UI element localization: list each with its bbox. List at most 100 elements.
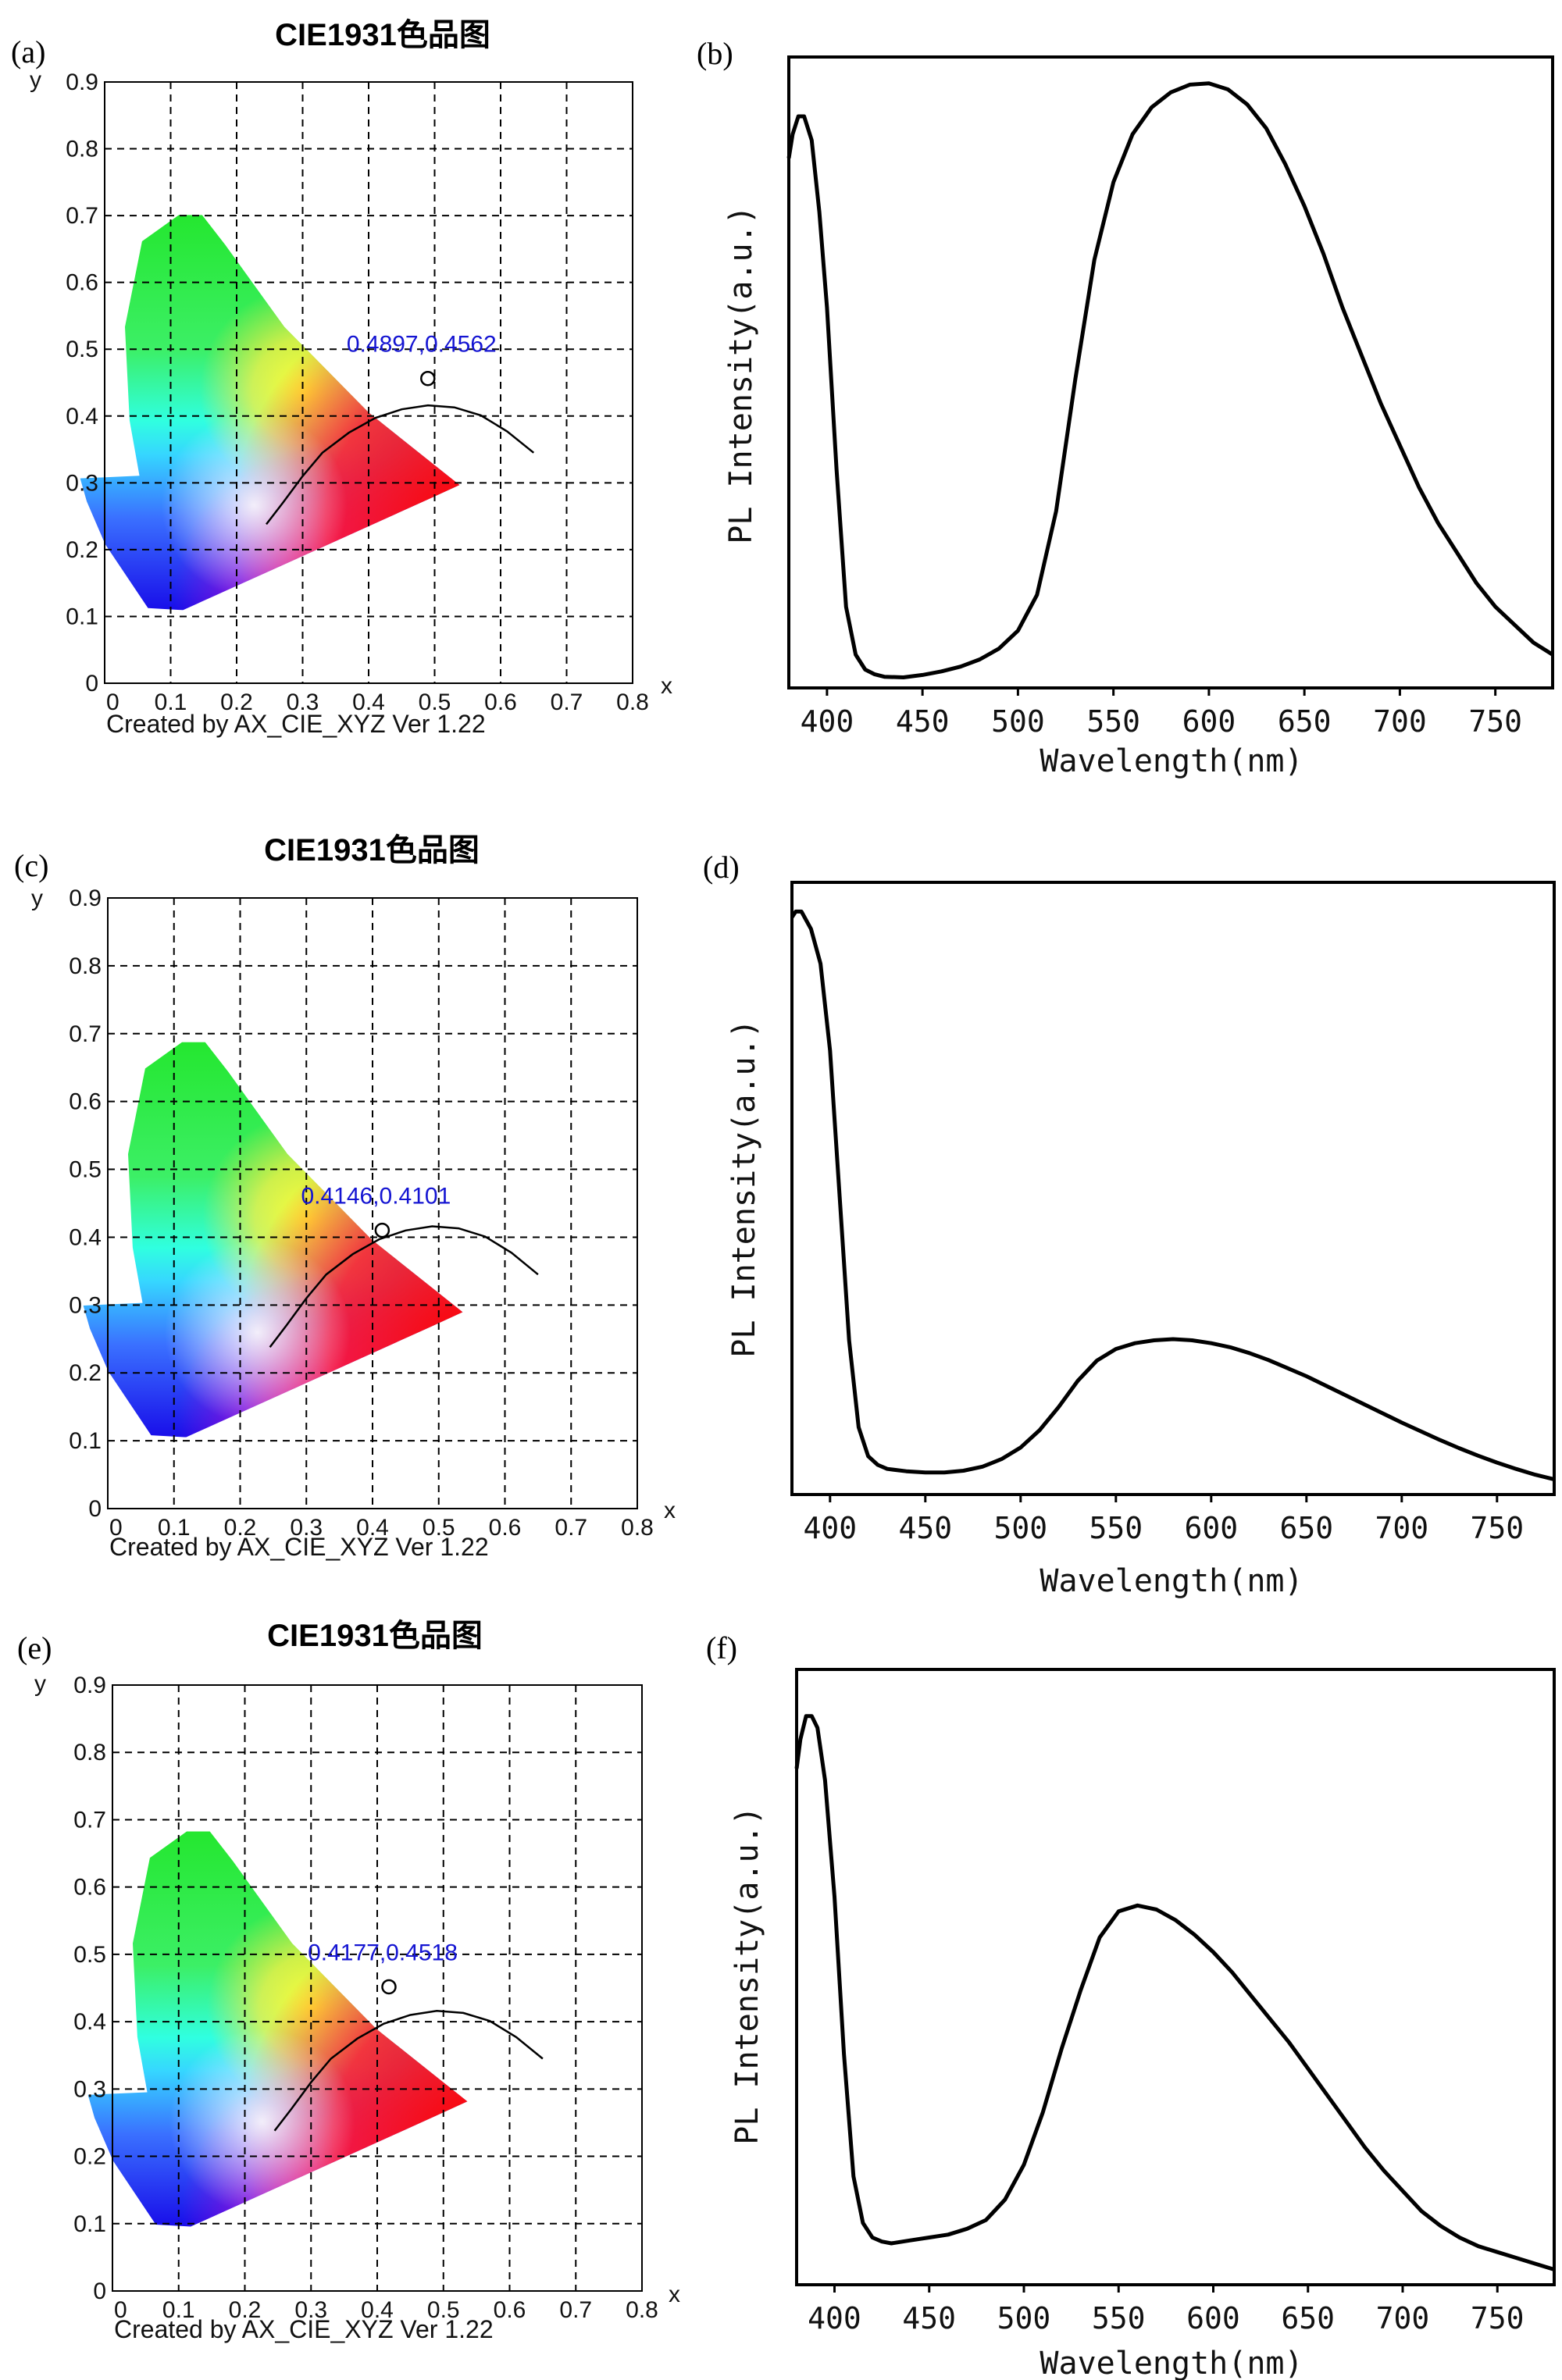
y-axis-letter-a: y [30,67,41,93]
x-tick-d: 750 [1470,1511,1524,1545]
x-tick-b: 700 [1373,704,1427,739]
x-tick-c: 0.2 [224,1515,257,1541]
planckian-locus-e [273,2010,544,2132]
y-tick-a: 0.8 [66,137,98,162]
x-tick-e: 0.4 [361,2297,394,2323]
x-tick-c: 0.4 [356,1515,389,1541]
planckian-locus-c [269,1225,539,1348]
plot-frame-b [787,55,1554,689]
cie-chart-c: (c) CIE1931色品图 y x 0 0.1 0.2 0.3 0.4 0.5 0.6 0.… [14,833,676,1561]
x-tick-d: 500 [993,1511,1047,1545]
y-tick-e: 0.9 [73,1673,106,1698]
x-axis-label-f: Wavelength(nm) [1040,2346,1303,2380]
x-tick-e: 0 [114,2297,127,2323]
pl-chart-f: (f) 400 450 500 550 600 650 700 750 Wavelength(… [706,1630,1556,2380]
pl-chart-d: (d) 400 450 500 550 600 650 700 750 Wavelength(… [703,850,1556,1599]
y-tick-e: 0.8 [73,1740,106,1765]
y-tick-c: 0.2 [69,1360,102,1386]
pl-line-f [794,1714,1555,2271]
y-tick-c: 0.6 [69,1089,102,1115]
plot-frame-e [112,1684,643,2292]
gamut-e [68,1819,490,2240]
x-tick-a: 0 [106,689,119,715]
x-tick-e: 0.1 [162,2297,195,2323]
plot-frame-d [790,881,1556,1496]
y-tick-c: 0.7 [69,1021,102,1047]
plot-frame-a [104,81,633,684]
y-tick-e: 0.2 [73,2144,106,2170]
chromaticity-point-a [420,370,436,387]
x-tick-f: 500 [997,2301,1051,2335]
panel-letter-b: (b) [697,36,733,71]
x-tick-a: 0.3 [287,689,319,715]
y-tick-c: 0.5 [69,1157,102,1183]
cie-title-c: CIE1931色品图 [264,833,480,868]
x-tick-b: 600 [1182,704,1236,739]
x-axis-label-b: Wavelength(nm) [1040,743,1303,779]
y-axis-label-b: PL Intensity(a.u.) [723,205,759,543]
y-tick-e: 0 [93,2278,106,2304]
x-tick-d: 650 [1279,1511,1333,1545]
credit-e: Created by AX_CIE_XYZ Ver 1.22 [114,2315,494,2343]
y-tick-a: 0.9 [66,69,98,95]
x-axis-label-d: Wavelength(nm) [1040,1563,1303,1599]
coordinate-label-a: 0.4897,0.4562 [347,332,497,358]
chromaticity-point-c [374,1222,390,1238]
y-tick-e: 0.4 [73,2009,106,2035]
x-tick-e: 0.7 [559,2297,592,2323]
y-tick-c: 0.3 [69,1292,102,1318]
x-tick-e: 0.3 [294,2297,327,2323]
x-tick-c: 0.1 [158,1515,191,1541]
x-tick-c: 0.3 [290,1515,323,1541]
cie-title-e: CIE1931色品图 [267,1619,483,1653]
y-axis-letter-e: y [34,1671,46,1697]
y-tick-c: 0.9 [69,885,102,911]
x-tick-f: 600 [1186,2301,1240,2335]
x-tick-d: 550 [1089,1511,1143,1545]
y-tick-a: 0.3 [66,470,98,496]
x-tick-e: 0.2 [229,2297,262,2323]
plot-frame-f [795,1668,1556,2286]
planckian-locus-a [266,404,535,526]
x-tick-d: 400 [803,1511,857,1545]
x-tick-a: 0.5 [419,689,451,715]
coordinate-label-c: 0.4146,0.4101 [301,1184,451,1210]
x-tick-c: 0.6 [489,1515,522,1541]
x-tick-d: 700 [1375,1511,1428,1545]
gamut-a [60,201,482,623]
y-tick-e: 0.3 [73,2076,106,2102]
x-tick-b: 400 [801,704,854,739]
panel-letter-f: (f) [706,1630,737,1666]
pl-chart-b: (b) 400 450 500 550 600 650 700 750 Wavelength(… [697,36,1554,779]
x-tick-f: 700 [1376,2301,1430,2335]
y-tick-c: 0 [88,1496,102,1522]
x-tick-c: 0.5 [423,1515,455,1541]
y-axis-label-f: PL Intensity(a.u.) [729,1806,765,2144]
x-tick-a: 0.6 [484,689,517,715]
pl-line-d [790,909,1555,1482]
x-axis-letter-c: x [664,1498,676,1523]
cie-chart-e: (e) CIE1931色品图 y x 0 0.1 0.2 0.3 0.4 0.5 0.6 0.… [17,1619,680,2343]
x-tick-c: 0 [109,1515,123,1541]
x-axis-letter-e: x [669,2282,680,2307]
x-tick-f: 450 [902,2301,956,2335]
y-tick-a: 0.6 [66,270,98,296]
panel-letter-d: (d) [703,850,740,885]
x-tick-d: 600 [1184,1511,1238,1545]
x-tick-b: 500 [991,704,1045,739]
y-tick-e: 0.6 [73,1875,106,1901]
gamut-c [63,1029,485,1451]
coordinate-label-e: 0.4177,0.4518 [308,1940,458,1965]
chromaticity-point-e [381,1979,397,1995]
y-tick-a: 0 [85,671,98,697]
x-tick-b: 750 [1468,704,1522,739]
x-tick-a: 0.2 [220,689,253,715]
x-tick-c: 0.7 [555,1515,587,1541]
y-tick-c: 0.1 [69,1428,102,1454]
x-tick-f: 550 [1092,2301,1146,2335]
x-tick-c: 0.8 [621,1515,654,1541]
x-tick-a: 0.1 [155,689,187,715]
x-tick-b: 650 [1278,704,1332,739]
x-tick-f: 750 [1471,2301,1525,2335]
